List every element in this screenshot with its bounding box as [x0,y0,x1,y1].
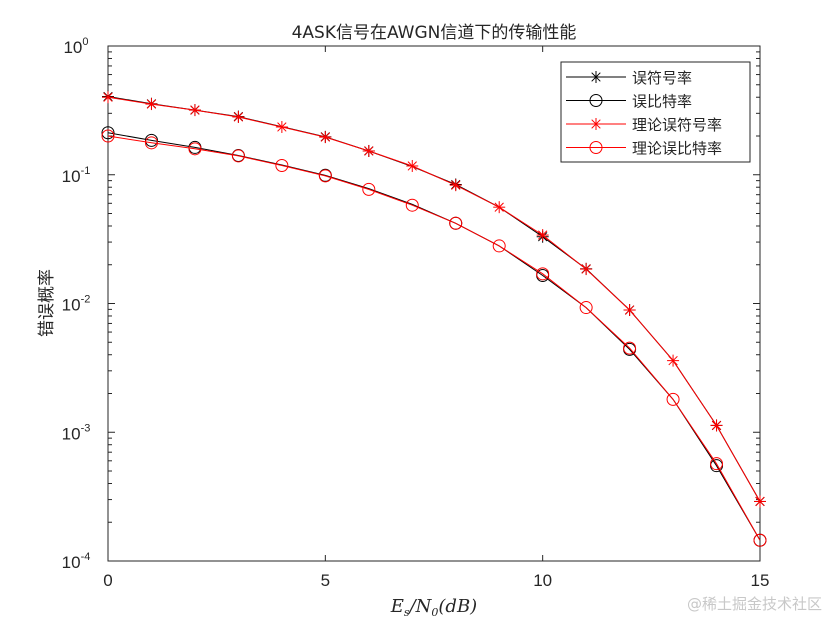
legend-item: 理论误符号率 [566,116,722,134]
series-2 [102,91,766,508]
x-axis-label: Es/N0(dB) [390,596,477,619]
legend-item: 误比特率 [566,93,692,111]
watermark: @稀土掘金技术社区 [686,595,822,613]
y-tick-labels: 10-4 10-3 10-2 10-1 100 [62,36,91,572]
y-tick-label: 10-4 [62,551,91,572]
y-tick-label: 100 [63,36,88,57]
series-3 [101,129,767,547]
chart-title: 4ASK信号在AWGN信道下的传输性能 [292,23,577,43]
x-tick-label: 0 [103,571,112,590]
x-tick-label: 10 [533,571,552,590]
y-tick-label: 10-3 [62,422,91,443]
y-tick-label: 10-1 [62,165,91,186]
y-axis-label: 错误概率 [37,269,57,337]
data-series [101,90,767,547]
x-tick-labels: 0 5 10 15 [103,571,769,590]
legend-label: 理论误比特率 [632,140,722,158]
legend-label: 误符号率 [632,69,692,87]
x-tick-label: 5 [321,571,330,590]
legend-label: 误比特率 [632,93,692,111]
y-tick-label: 10-2 [62,294,91,315]
legend-item: 理论误比特率 [566,140,722,158]
legend-label: 理论误符号率 [632,116,722,134]
x-tick-label: 15 [751,571,770,590]
legend-item: 误符号率 [566,69,692,87]
axis-ticks [107,45,761,562]
